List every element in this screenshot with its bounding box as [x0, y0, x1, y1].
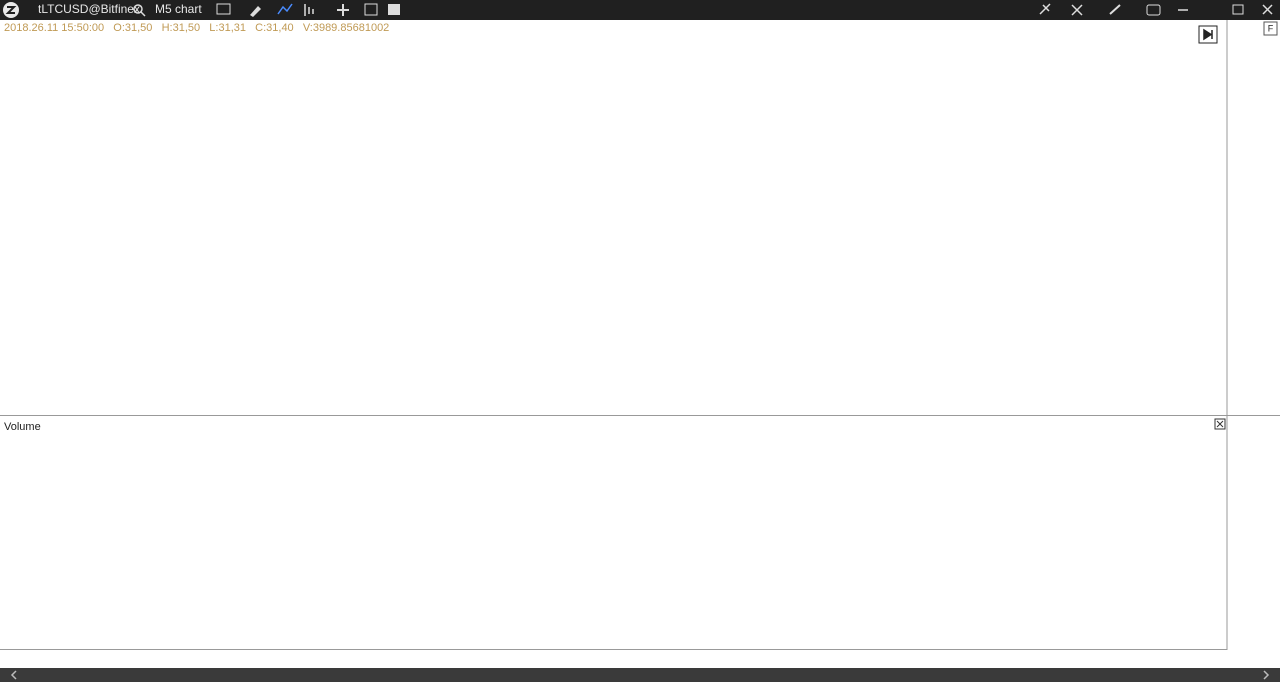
chart-name[interactable]: M5 chart — [155, 2, 202, 16]
search-icon[interactable] — [133, 4, 143, 14]
layout-icon[interactable] — [388, 4, 400, 15]
ohlc-info: 2018.26.11 15:50:00 O:31,50 H:31,50 L:31… — [4, 22, 389, 34]
scrollbar[interactable] — [0, 668, 1280, 682]
window-icon[interactable] — [364, 3, 378, 16]
maximize[interactable] — [1232, 4, 1244, 15]
scroll-right[interactable] — [1263, 670, 1270, 680]
tools-icon[interactable] — [1039, 3, 1051, 15]
link-icon[interactable] — [1109, 4, 1121, 15]
template-icon[interactable] — [216, 3, 231, 15]
close[interactable] — [1262, 4, 1273, 15]
symbol[interactable]: tLTCUSD@Bitfinex — [38, 2, 140, 16]
corner-button-label[interactable]: F — [1268, 23, 1274, 33]
toolbar: tLTCUSD@Bitfinex M5 chart — [0, 0, 1280, 20]
corner-button[interactable] — [1263, 21, 1278, 36]
bars-icon[interactable] — [304, 4, 314, 16]
screenshot-icon[interactable] — [1146, 4, 1161, 16]
draw-icon[interactable] — [250, 6, 261, 17]
cross-icon[interactable] — [1071, 4, 1083, 16]
volume-title: Volume — [4, 421, 41, 433]
indicator-icon[interactable] — [277, 3, 293, 15]
crosshair-icon[interactable] — [337, 4, 349, 16]
scroll-left[interactable] — [10, 670, 17, 680]
toolbar-bg — [0, 0, 1280, 20]
